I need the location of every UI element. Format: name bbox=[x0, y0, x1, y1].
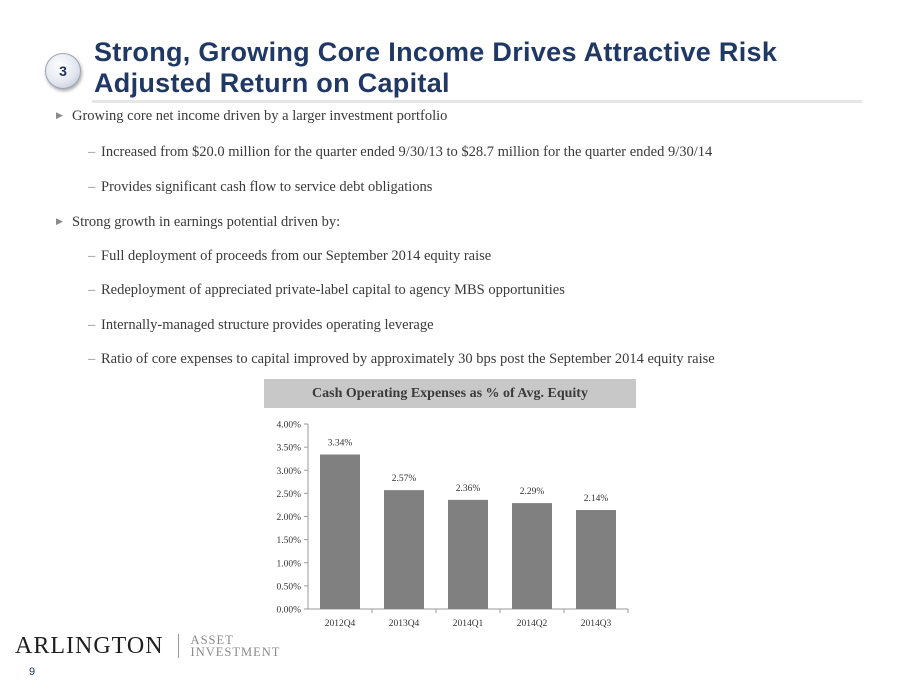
y-tick-label: 3.50% bbox=[276, 444, 301, 454]
bar bbox=[512, 503, 552, 609]
sub-bullet-dash: – bbox=[88, 179, 96, 195]
sub-bullet-text: Redeployment of appreciated private-labe… bbox=[101, 282, 565, 298]
y-tick-label: 0.00% bbox=[276, 606, 301, 616]
logo-divider bbox=[177, 634, 179, 658]
y-tick-label: 2.00% bbox=[276, 513, 301, 523]
logo-subtitle: ASSET INVESTMENT bbox=[190, 633, 281, 659]
bullet-arrow-icon: ▶ bbox=[56, 217, 63, 227]
logo-subtitle-line-1: ASSET bbox=[190, 633, 234, 647]
company-logo: ARLINGTON ASSET INVESTMENT bbox=[15, 630, 280, 662]
sub-bullet-item: – Internally-managed structure provides o… bbox=[88, 317, 434, 334]
sub-bullet-text: Full deployment of proceeds from our Sep… bbox=[101, 248, 492, 264]
bar bbox=[320, 454, 360, 609]
sub-bullet-item: – Increased from $20.0 million for the qu… bbox=[88, 144, 712, 161]
bullet-text: Growing core net income driven by a larg… bbox=[72, 108, 448, 124]
y-tick-label: 1.50% bbox=[276, 536, 301, 546]
slide-title-line-2: Adjusted Return on Capital bbox=[94, 68, 450, 98]
bullet-item: ▶ Strong growth in earnings potential dri… bbox=[56, 214, 340, 231]
sub-bullet-text: Internally-managed structure provides op… bbox=[101, 317, 434, 333]
sub-bullet-dash: – bbox=[88, 282, 96, 298]
x-tick-label: 2012Q4 bbox=[325, 619, 356, 629]
x-tick-label: 2014Q3 bbox=[581, 619, 612, 629]
sub-bullet-item: – Provides significant cash flow to servi… bbox=[88, 179, 432, 196]
bullet-text: Strong growth in earnings potential driv… bbox=[72, 214, 341, 230]
y-tick-label: 2.50% bbox=[276, 490, 301, 500]
sub-bullet-dash: – bbox=[88, 317, 96, 333]
section-number: 3 bbox=[59, 63, 67, 79]
logo-subtitle-line-2: INVESTMENT bbox=[190, 645, 281, 659]
bar-data-label: 2.57% bbox=[392, 474, 417, 484]
bar bbox=[384, 490, 424, 609]
x-tick-label: 2014Q2 bbox=[517, 619, 548, 629]
y-tick-label: 0.50% bbox=[276, 582, 301, 592]
bullet-arrow-icon: ▶ bbox=[56, 111, 63, 121]
sub-bullet-dash: – bbox=[88, 351, 96, 367]
x-tick-label: 2014Q1 bbox=[453, 619, 484, 629]
logo-wordmark: ARLINGTON bbox=[15, 632, 164, 659]
sub-bullet-dash: – bbox=[88, 248, 96, 264]
sub-bullet-item: – Ratio of core expenses to capital impro… bbox=[88, 351, 715, 368]
section-number-badge: 3 bbox=[45, 53, 81, 89]
x-tick-label: 2013Q4 bbox=[389, 619, 420, 629]
chart-title: Cash Operating Expenses as % of Avg. Equ… bbox=[264, 379, 636, 408]
bar bbox=[576, 510, 616, 609]
bar-data-label: 2.14% bbox=[584, 494, 609, 504]
bar-data-label: 2.29% bbox=[520, 487, 545, 497]
bar-data-label: 3.34% bbox=[328, 439, 353, 449]
y-tick-label: 3.00% bbox=[276, 467, 301, 477]
sub-bullet-text: Increased from $20.0 million for the qua… bbox=[101, 144, 713, 160]
page-number: 9 bbox=[29, 666, 36, 678]
sub-bullet-dash: – bbox=[88, 144, 96, 160]
y-tick-label: 4.00% bbox=[276, 421, 301, 431]
sub-bullet-text: Provides significant cash flow to servic… bbox=[101, 179, 433, 195]
sub-bullet-text: Ratio of core expenses to capital improv… bbox=[101, 351, 715, 367]
slide-title: Strong, Growing Core Income Drives Attra… bbox=[94, 37, 884, 99]
bar-data-label: 2.36% bbox=[456, 484, 481, 494]
title-divider bbox=[92, 100, 862, 103]
bar bbox=[448, 499, 488, 609]
sub-bullet-item: – Redeployment of appreciated private-lab… bbox=[88, 282, 565, 299]
bullet-item: ▶ Growing core net income driven by a lar… bbox=[56, 108, 447, 125]
sub-bullet-item: – Full deployment of proceeds from our Se… bbox=[88, 248, 491, 265]
slide-title-line-1: Strong, Growing Core Income Drives Attra… bbox=[94, 37, 778, 67]
y-tick-label: 1.00% bbox=[276, 559, 301, 569]
bar-chart: 0.00% 0.50% 1.00% 1.50% 2.00% 2.50% 3.00% 3.50%… bbox=[276, 421, 629, 629]
